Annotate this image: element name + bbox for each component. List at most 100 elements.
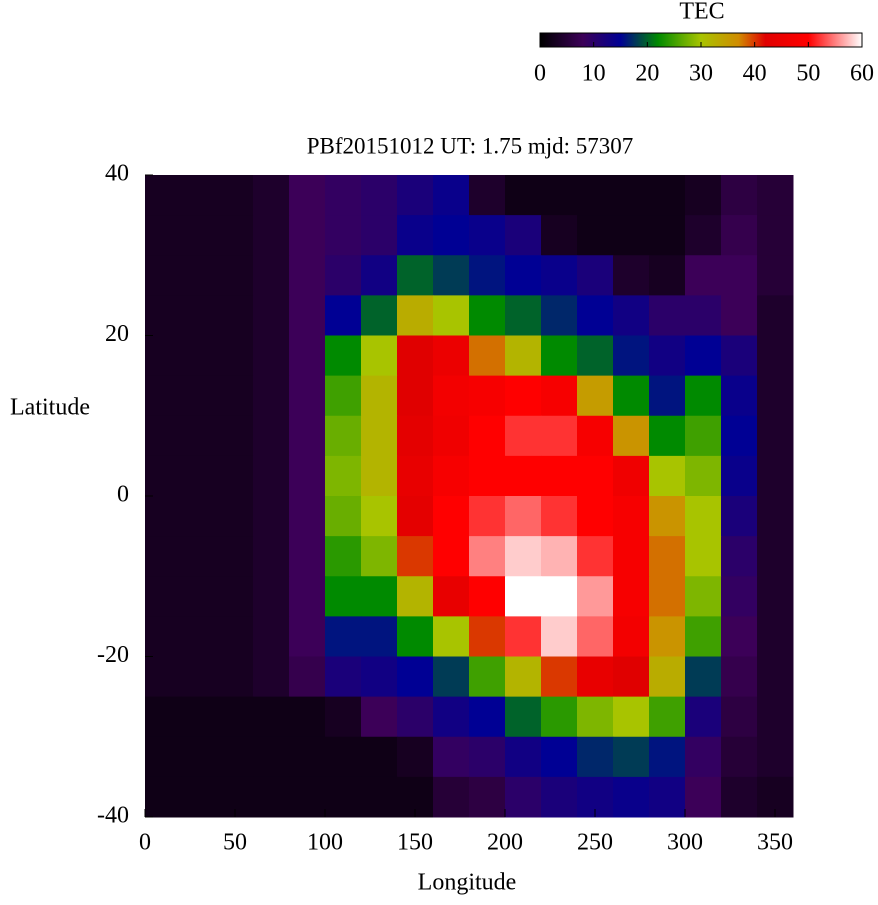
heatmap-cell xyxy=(469,175,506,216)
heatmap-cell xyxy=(361,776,398,818)
colorbar-tick-label: 60 xyxy=(850,61,874,87)
heatmap-cell xyxy=(541,215,578,256)
y-tick-label: -20 xyxy=(97,642,129,668)
heatmap-cell xyxy=(649,175,686,216)
heatmap-cell xyxy=(685,215,722,256)
heatmap-cell xyxy=(253,455,290,497)
heatmap-cell xyxy=(289,696,326,738)
heatmap-cell xyxy=(757,415,794,457)
heatmap-cell xyxy=(757,576,794,617)
heatmap-cell xyxy=(289,536,326,577)
heatmap-cell xyxy=(397,496,434,537)
heatmap-cell xyxy=(469,295,506,336)
heatmap-cell xyxy=(217,736,254,778)
heatmap-cell xyxy=(397,255,434,296)
heatmap-cell xyxy=(253,255,290,296)
heatmap-cell xyxy=(181,295,218,336)
heatmap-cell xyxy=(181,576,218,617)
heatmap-cell xyxy=(397,736,434,778)
heatmap-cell xyxy=(721,175,758,216)
heatmap-cell xyxy=(613,335,650,377)
heatmap-cell xyxy=(181,536,218,577)
heatmap-cell xyxy=(145,295,182,336)
heatmap-cell xyxy=(433,455,470,497)
heatmap-cell xyxy=(469,536,506,577)
heatmap-cell xyxy=(325,175,362,216)
heatmap-cell xyxy=(649,255,686,296)
heatmap-cell xyxy=(145,255,182,296)
heatmap-cell xyxy=(613,295,650,336)
heatmap-cell xyxy=(541,736,578,778)
y-tick-label: -40 xyxy=(97,803,129,829)
heatmap-cell xyxy=(613,536,650,577)
heatmap-cell xyxy=(469,375,506,417)
heatmap-cell xyxy=(469,576,506,617)
heatmap-cell xyxy=(325,335,362,377)
x-tick-label: 150 xyxy=(397,830,433,856)
heatmap-cell xyxy=(613,616,650,657)
heatmap-cell xyxy=(433,496,470,537)
heatmap-cell xyxy=(397,215,434,256)
heatmap-cell xyxy=(217,616,254,657)
heatmap-cell xyxy=(361,536,398,577)
heatmap-cell xyxy=(145,736,182,778)
heatmap-cell xyxy=(721,455,758,497)
heatmap-cell xyxy=(397,536,434,577)
heatmap-cell xyxy=(721,295,758,336)
heatmap-cell xyxy=(721,415,758,457)
heatmap-cell xyxy=(145,215,182,256)
heatmap-cell xyxy=(757,255,794,296)
heatmap-cell xyxy=(757,295,794,336)
heatmap-cell xyxy=(325,576,362,617)
heatmap-cell xyxy=(577,415,614,457)
y-tick-label: 0 xyxy=(117,482,129,508)
heatmap-cell xyxy=(721,215,758,256)
heatmap-cell xyxy=(577,375,614,417)
heatmap-cell xyxy=(505,295,542,336)
heatmap-cell xyxy=(217,576,254,617)
heatmap-cell xyxy=(469,696,506,738)
heatmap-cell xyxy=(685,415,722,457)
heatmap-cell xyxy=(289,736,326,778)
heatmap-cell xyxy=(721,335,758,377)
heatmap-cell xyxy=(685,175,722,216)
heatmap-cell xyxy=(757,215,794,256)
heatmap-cell xyxy=(577,335,614,377)
heatmap-cell xyxy=(721,576,758,617)
heatmap-cell xyxy=(325,496,362,537)
heatmap-cell xyxy=(433,576,470,617)
heatmap-cell xyxy=(397,576,434,617)
heatmap-cell xyxy=(289,576,326,617)
heatmap-cell xyxy=(397,696,434,738)
heatmap-cell xyxy=(757,455,794,497)
colorbar-tick-label: 40 xyxy=(743,61,767,87)
heatmap-cell xyxy=(361,175,398,216)
x-tick-label: 250 xyxy=(577,830,613,856)
heatmap-cell xyxy=(181,215,218,256)
heatmap-cell xyxy=(253,696,290,738)
heatmap-cell xyxy=(289,215,326,256)
heatmap-cell xyxy=(361,576,398,617)
heatmap-cell xyxy=(145,576,182,617)
heatmap-cell xyxy=(433,736,470,778)
heatmap-cell xyxy=(505,496,542,537)
heatmap-cell xyxy=(541,455,578,497)
chart-title: PBf20151012 UT: 1.75 mjd: 57307 xyxy=(307,133,634,158)
heatmap-cell xyxy=(217,415,254,457)
heatmap-cell xyxy=(613,776,650,818)
heatmap-cell xyxy=(649,415,686,457)
heatmap-cell xyxy=(397,415,434,457)
heatmap-cell xyxy=(361,255,398,296)
heatmap-cell xyxy=(649,496,686,537)
heatmap-cell xyxy=(397,616,434,657)
heatmap-cell xyxy=(469,455,506,497)
heatmap-cell xyxy=(577,496,614,537)
heatmap-cell xyxy=(505,415,542,457)
heatmap-cell xyxy=(685,496,722,537)
heatmap-cell xyxy=(217,175,254,216)
heatmap-cell xyxy=(685,656,722,698)
heatmap-cell xyxy=(721,616,758,657)
heatmap-cell xyxy=(181,696,218,738)
heatmap-cell xyxy=(721,496,758,537)
